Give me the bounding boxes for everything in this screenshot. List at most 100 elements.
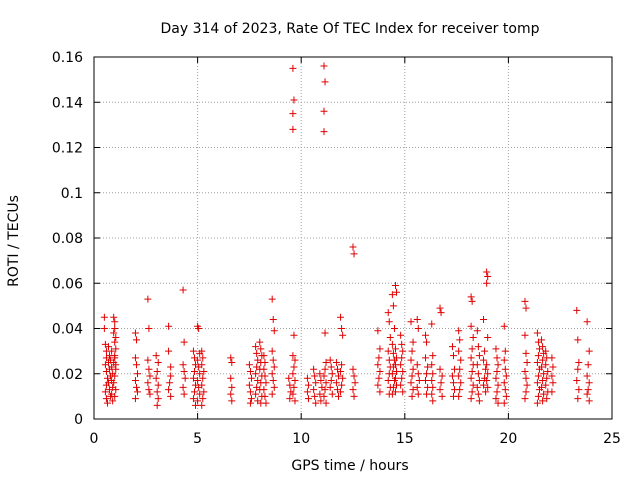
data-point-marker — [538, 363, 546, 371]
data-point-marker — [110, 313, 118, 321]
data-point-marker — [583, 390, 591, 398]
data-point-marker — [291, 356, 299, 364]
data-point-marker — [320, 372, 328, 380]
data-point-marker — [468, 388, 476, 396]
data-point-marker — [167, 363, 175, 371]
data-point-marker — [521, 367, 529, 375]
data-point-marker — [262, 399, 270, 407]
data-point-marker — [286, 395, 294, 403]
data-point-marker — [198, 361, 206, 369]
data-point-marker — [270, 363, 278, 371]
data-point-marker — [493, 388, 501, 396]
data-point-marker — [245, 361, 253, 369]
data-point-marker — [493, 367, 501, 375]
data-point-marker — [199, 374, 207, 382]
data-point-marker — [501, 386, 509, 394]
data-point-marker — [468, 297, 476, 305]
data-point-marker — [492, 345, 500, 353]
data-points — [100, 62, 593, 409]
data-point-marker — [245, 381, 253, 389]
data-point-marker — [269, 356, 277, 364]
data-point-marker — [165, 347, 173, 355]
data-point-marker — [413, 361, 421, 369]
data-point-marker — [384, 377, 392, 385]
data-point-marker — [102, 395, 110, 403]
data-point-marker — [501, 347, 509, 355]
data-point-marker — [523, 358, 531, 366]
data-point-marker — [413, 383, 421, 391]
data-point-marker — [327, 363, 335, 371]
data-point-marker — [522, 374, 530, 382]
data-point-marker — [338, 325, 346, 332]
data-point-marker — [349, 243, 357, 251]
data-point-marker — [105, 343, 113, 351]
data-point-marker — [326, 356, 334, 364]
data-point-marker — [337, 388, 345, 396]
data-point-marker — [543, 395, 551, 403]
data-point-marker — [475, 352, 483, 360]
data-point-marker — [375, 354, 383, 362]
data-point-marker — [338, 381, 346, 389]
data-point-marker — [473, 361, 481, 369]
data-point-marker — [101, 388, 109, 396]
x-tick-label: 15 — [396, 431, 414, 447]
data-point-marker — [438, 372, 446, 380]
data-point-marker — [413, 315, 421, 323]
data-point-marker — [501, 365, 509, 373]
data-point-marker — [303, 388, 311, 396]
data-point-marker — [500, 399, 508, 407]
data-point-marker — [374, 361, 382, 369]
data-point-marker — [533, 399, 541, 407]
data-point-marker — [350, 372, 358, 380]
data-point-marker — [484, 370, 492, 378]
data-point-marker — [455, 372, 463, 380]
data-point-marker — [542, 381, 550, 389]
x-tick-label: 20 — [499, 431, 517, 447]
data-point-marker — [473, 383, 481, 391]
data-point-marker — [261, 372, 269, 380]
data-point-marker — [181, 374, 189, 382]
data-point-marker — [375, 374, 383, 382]
data-point-marker — [437, 309, 445, 317]
data-point-marker — [192, 401, 200, 409]
data-point-marker — [290, 96, 298, 104]
data-point-marker — [492, 395, 500, 403]
data-point-marker — [414, 325, 422, 332]
data-point-marker — [422, 331, 430, 339]
y-axis-label: ROTI / TECUs — [6, 195, 22, 287]
data-point-marker — [409, 386, 417, 394]
data-point-marker — [303, 374, 311, 382]
data-point-marker — [523, 381, 531, 389]
data-point-marker — [289, 352, 297, 360]
data-point-marker — [112, 345, 120, 353]
data-point-marker — [390, 325, 398, 332]
data-point-marker — [455, 327, 463, 335]
data-point-marker — [408, 347, 416, 355]
data-point-marker — [312, 379, 320, 387]
data-point-marker — [228, 358, 236, 366]
data-point-marker — [132, 361, 140, 369]
data-point-marker — [228, 397, 236, 405]
data-point-marker — [483, 377, 491, 385]
data-point-marker — [337, 313, 345, 321]
data-point-marker — [391, 345, 399, 353]
data-point-marker — [468, 345, 476, 353]
data-point-marker — [573, 306, 581, 314]
data-point-marker — [200, 367, 208, 375]
y-tick-label: 0.12 — [52, 141, 83, 157]
data-point-marker — [199, 395, 207, 403]
data-point-marker — [521, 395, 529, 403]
data-point-marker — [190, 367, 198, 375]
data-point-marker — [538, 383, 546, 391]
data-point-marker — [584, 361, 592, 369]
data-point-marker — [289, 64, 297, 72]
data-point-marker — [493, 354, 501, 362]
data-point-marker — [398, 354, 406, 362]
data-point-marker — [103, 399, 111, 407]
data-point-marker — [393, 288, 401, 296]
plot-frame — [93, 56, 613, 420]
data-point-marker — [482, 388, 490, 396]
data-point-marker — [480, 381, 488, 389]
data-point-marker — [196, 390, 204, 398]
data-point-marker — [585, 397, 593, 405]
